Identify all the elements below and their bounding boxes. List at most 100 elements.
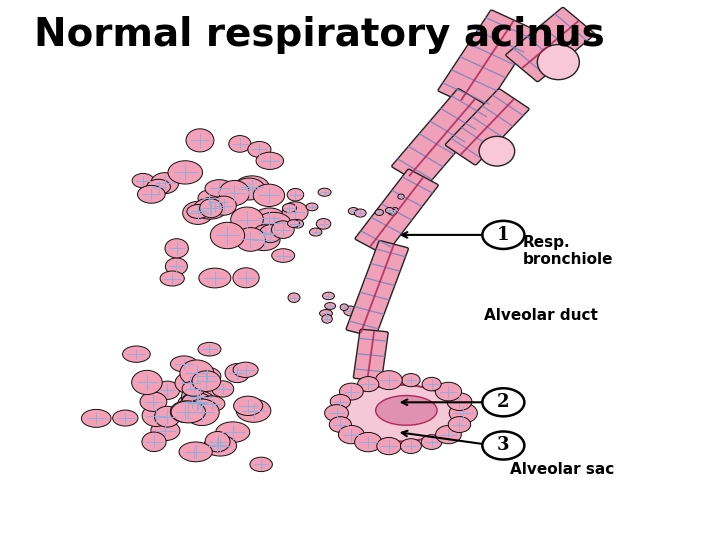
Ellipse shape [376,395,437,426]
Ellipse shape [192,367,221,385]
Ellipse shape [204,200,226,215]
Ellipse shape [449,403,477,423]
FancyBboxPatch shape [506,8,595,82]
Ellipse shape [253,184,284,206]
Text: Alveolar sac: Alveolar sac [510,462,614,477]
Ellipse shape [355,433,382,452]
Ellipse shape [212,381,234,397]
Ellipse shape [132,173,154,188]
Ellipse shape [282,202,308,222]
Ellipse shape [256,152,284,170]
Text: Alveolar duct: Alveolar duct [484,308,598,323]
Ellipse shape [329,417,351,433]
Ellipse shape [400,438,421,454]
Ellipse shape [171,401,205,423]
Ellipse shape [310,228,322,236]
FancyBboxPatch shape [446,89,529,165]
Ellipse shape [181,391,215,413]
Ellipse shape [182,381,205,396]
Ellipse shape [338,426,364,444]
Ellipse shape [482,388,524,416]
Text: 1: 1 [497,226,510,244]
Ellipse shape [436,382,462,401]
Ellipse shape [204,435,237,456]
Ellipse shape [325,302,336,309]
Ellipse shape [235,176,269,199]
Ellipse shape [122,346,150,362]
Ellipse shape [185,399,219,426]
Ellipse shape [318,188,331,196]
Ellipse shape [198,190,220,207]
Ellipse shape [181,393,212,414]
Ellipse shape [165,239,189,258]
Ellipse shape [343,306,356,316]
Ellipse shape [225,363,249,383]
Ellipse shape [179,394,206,411]
Ellipse shape [142,404,170,427]
Ellipse shape [482,221,524,249]
Ellipse shape [385,207,393,213]
Ellipse shape [155,406,180,427]
Ellipse shape [330,394,351,409]
Ellipse shape [199,396,225,411]
Ellipse shape [421,435,442,449]
Ellipse shape [323,292,334,300]
Text: Resp.
bronchiole: Resp. bronchiole [523,235,613,267]
Ellipse shape [180,360,214,386]
Ellipse shape [449,416,471,433]
Ellipse shape [362,232,374,239]
Ellipse shape [233,268,259,288]
Ellipse shape [183,201,213,225]
Ellipse shape [229,136,251,152]
Text: 3: 3 [497,436,510,455]
Ellipse shape [306,203,318,211]
Ellipse shape [322,315,333,323]
Ellipse shape [282,204,297,213]
Ellipse shape [339,383,363,400]
Ellipse shape [199,268,231,288]
Ellipse shape [447,393,472,410]
Ellipse shape [205,180,234,197]
Ellipse shape [187,205,210,219]
Ellipse shape [316,219,330,229]
Ellipse shape [340,304,348,310]
FancyBboxPatch shape [355,169,438,255]
Ellipse shape [210,222,245,249]
Ellipse shape [358,376,379,392]
Ellipse shape [179,442,212,462]
Ellipse shape [160,271,184,286]
Ellipse shape [181,382,217,412]
Ellipse shape [287,188,304,201]
Ellipse shape [220,180,250,206]
Ellipse shape [350,325,359,332]
Ellipse shape [271,221,294,239]
Ellipse shape [207,194,231,211]
Ellipse shape [256,212,291,234]
Ellipse shape [175,372,206,394]
Ellipse shape [132,370,162,395]
Ellipse shape [253,225,276,241]
Ellipse shape [192,371,220,392]
Ellipse shape [138,185,165,203]
Ellipse shape [422,377,441,391]
Ellipse shape [402,374,420,387]
Ellipse shape [253,208,285,229]
Ellipse shape [292,220,304,228]
Ellipse shape [150,421,180,441]
Ellipse shape [436,426,462,444]
Ellipse shape [248,141,271,158]
Ellipse shape [235,227,266,251]
Ellipse shape [392,207,398,212]
Ellipse shape [250,457,272,471]
Ellipse shape [155,381,179,400]
Ellipse shape [199,199,222,218]
Ellipse shape [377,437,401,455]
Ellipse shape [198,342,221,356]
Ellipse shape [288,293,300,302]
Ellipse shape [150,173,179,194]
Ellipse shape [537,45,580,80]
Ellipse shape [205,431,230,452]
FancyBboxPatch shape [392,89,492,187]
Ellipse shape [171,356,197,372]
Ellipse shape [142,432,166,451]
